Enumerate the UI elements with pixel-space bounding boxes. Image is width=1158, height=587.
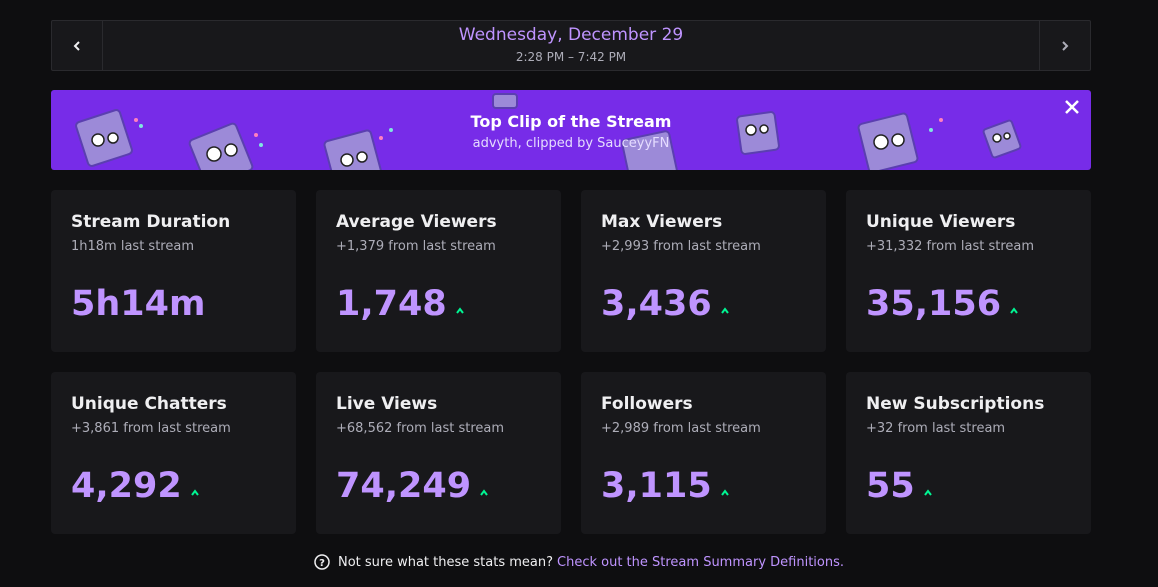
stat-change: +68,562 from last stream — [336, 421, 505, 436]
stat-card[interactable]: Unique Chatters +3,861 from last stream 4,… — [51, 372, 296, 534]
trend-up-icon — [923, 489, 932, 496]
stat-title: Followers — [601, 394, 693, 414]
stat-change: +3,861 from last stream — [71, 421, 231, 436]
stat-title: New Subscriptions — [866, 394, 1045, 414]
stat-change: +2,989 from last stream — [601, 421, 761, 436]
definitions-link[interactable]: Check out the Stream Summary Definitions… — [557, 554, 845, 570]
trend-up-icon — [455, 307, 464, 314]
stat-value: 35,156 — [866, 284, 1002, 324]
stat-value: 55 — [866, 466, 915, 506]
stat-title: Stream Duration — [71, 212, 231, 232]
stat-change: +1,379 from last stream — [336, 239, 496, 254]
stat-card[interactable]: Average Viewers +1,379 from last stream 1,… — [316, 190, 561, 352]
stat-value-row: 35,156 — [866, 282, 1019, 326]
trend-up-icon — [480, 489, 488, 496]
stat-title: Max Viewers — [601, 212, 723, 232]
stat-title: Unique Viewers — [866, 212, 1016, 232]
stat-card[interactable]: Stream Duration 1h18m last stream 5h14m — [51, 190, 296, 352]
stat-value-row: 3,115 — [601, 464, 730, 508]
stat-card[interactable]: Live Views +68,562 from last stream 74,249 — [316, 372, 561, 534]
stat-value: 5h14m — [71, 284, 206, 324]
stat-change: +32 from last stream — [866, 421, 1006, 436]
svg-text:?: ? — [319, 558, 325, 569]
prev-button[interactable] — [52, 21, 103, 70]
trend-up-icon — [1010, 307, 1018, 314]
stat-value-row: 3,436 — [601, 282, 730, 326]
trend-up-icon — [190, 489, 199, 496]
stat-value: 74,249 — [336, 466, 472, 506]
trend-up-icon — [720, 489, 729, 496]
stat-title: Unique Chatters — [71, 394, 227, 414]
date-header: Wednesday, December 29 2:28 PM – 7:42 PM — [51, 20, 1091, 71]
stat-change: 1h18m last stream — [71, 239, 194, 254]
stat-value: 4,292 — [71, 466, 182, 506]
chevron-right — [1062, 40, 1069, 51]
help-icon: ? — [314, 554, 330, 570]
chevron-left — [73, 40, 80, 51]
banner-decoration — [75, 93, 1079, 170]
banner-subtitle: advyth, clipped by SauceyyFN — [472, 136, 670, 151]
help-text: Not sure what these stats mean? — [337, 554, 554, 570]
stat-value-row: 55 — [866, 464, 933, 508]
stat-card[interactable]: Unique Viewers +31,332 from last stream 35… — [846, 190, 1091, 352]
stat-card[interactable]: New Subscriptions +32 from last stream 55 — [846, 372, 1091, 534]
stat-value: 3,436 — [601, 284, 712, 324]
footer: ? Not sure what these stats mean? Check … — [0, 554, 1158, 570]
next-button[interactable] — [1039, 21, 1090, 70]
time-range: 2:28 PM – 7:42 PM — [515, 50, 627, 64]
stat-card[interactable]: Max Viewers +2,993 from last stream 3,436 — [581, 190, 826, 352]
stat-value-row: 4,292 — [71, 464, 200, 508]
stat-card[interactable]: Followers +2,989 from last stream 3,115 — [581, 372, 826, 534]
stat-title: Average Viewers — [336, 212, 497, 232]
stat-value: 3,115 — [601, 466, 712, 506]
stat-value: 1,748 — [336, 284, 447, 324]
trend-up-icon — [720, 307, 729, 314]
date: Wednesday, December 29 — [458, 25, 684, 45]
stat-value-row: 1,748 — [336, 282, 465, 326]
banner-title: Top Clip of the Stream — [470, 112, 672, 131]
stat-change: +31,332 from last stream — [866, 239, 1035, 254]
stat-title: Live Views — [336, 394, 438, 414]
stat-value-row: 5h14m — [71, 282, 205, 326]
close-icon[interactable] — [1065, 100, 1079, 114]
top-clip-banner[interactable]: Top Clip of the Stream advyth, clipped b… — [51, 90, 1091, 170]
stat-value-row: 74,249 — [336, 464, 489, 508]
stat-change: +2,993 from last stream — [601, 239, 761, 254]
